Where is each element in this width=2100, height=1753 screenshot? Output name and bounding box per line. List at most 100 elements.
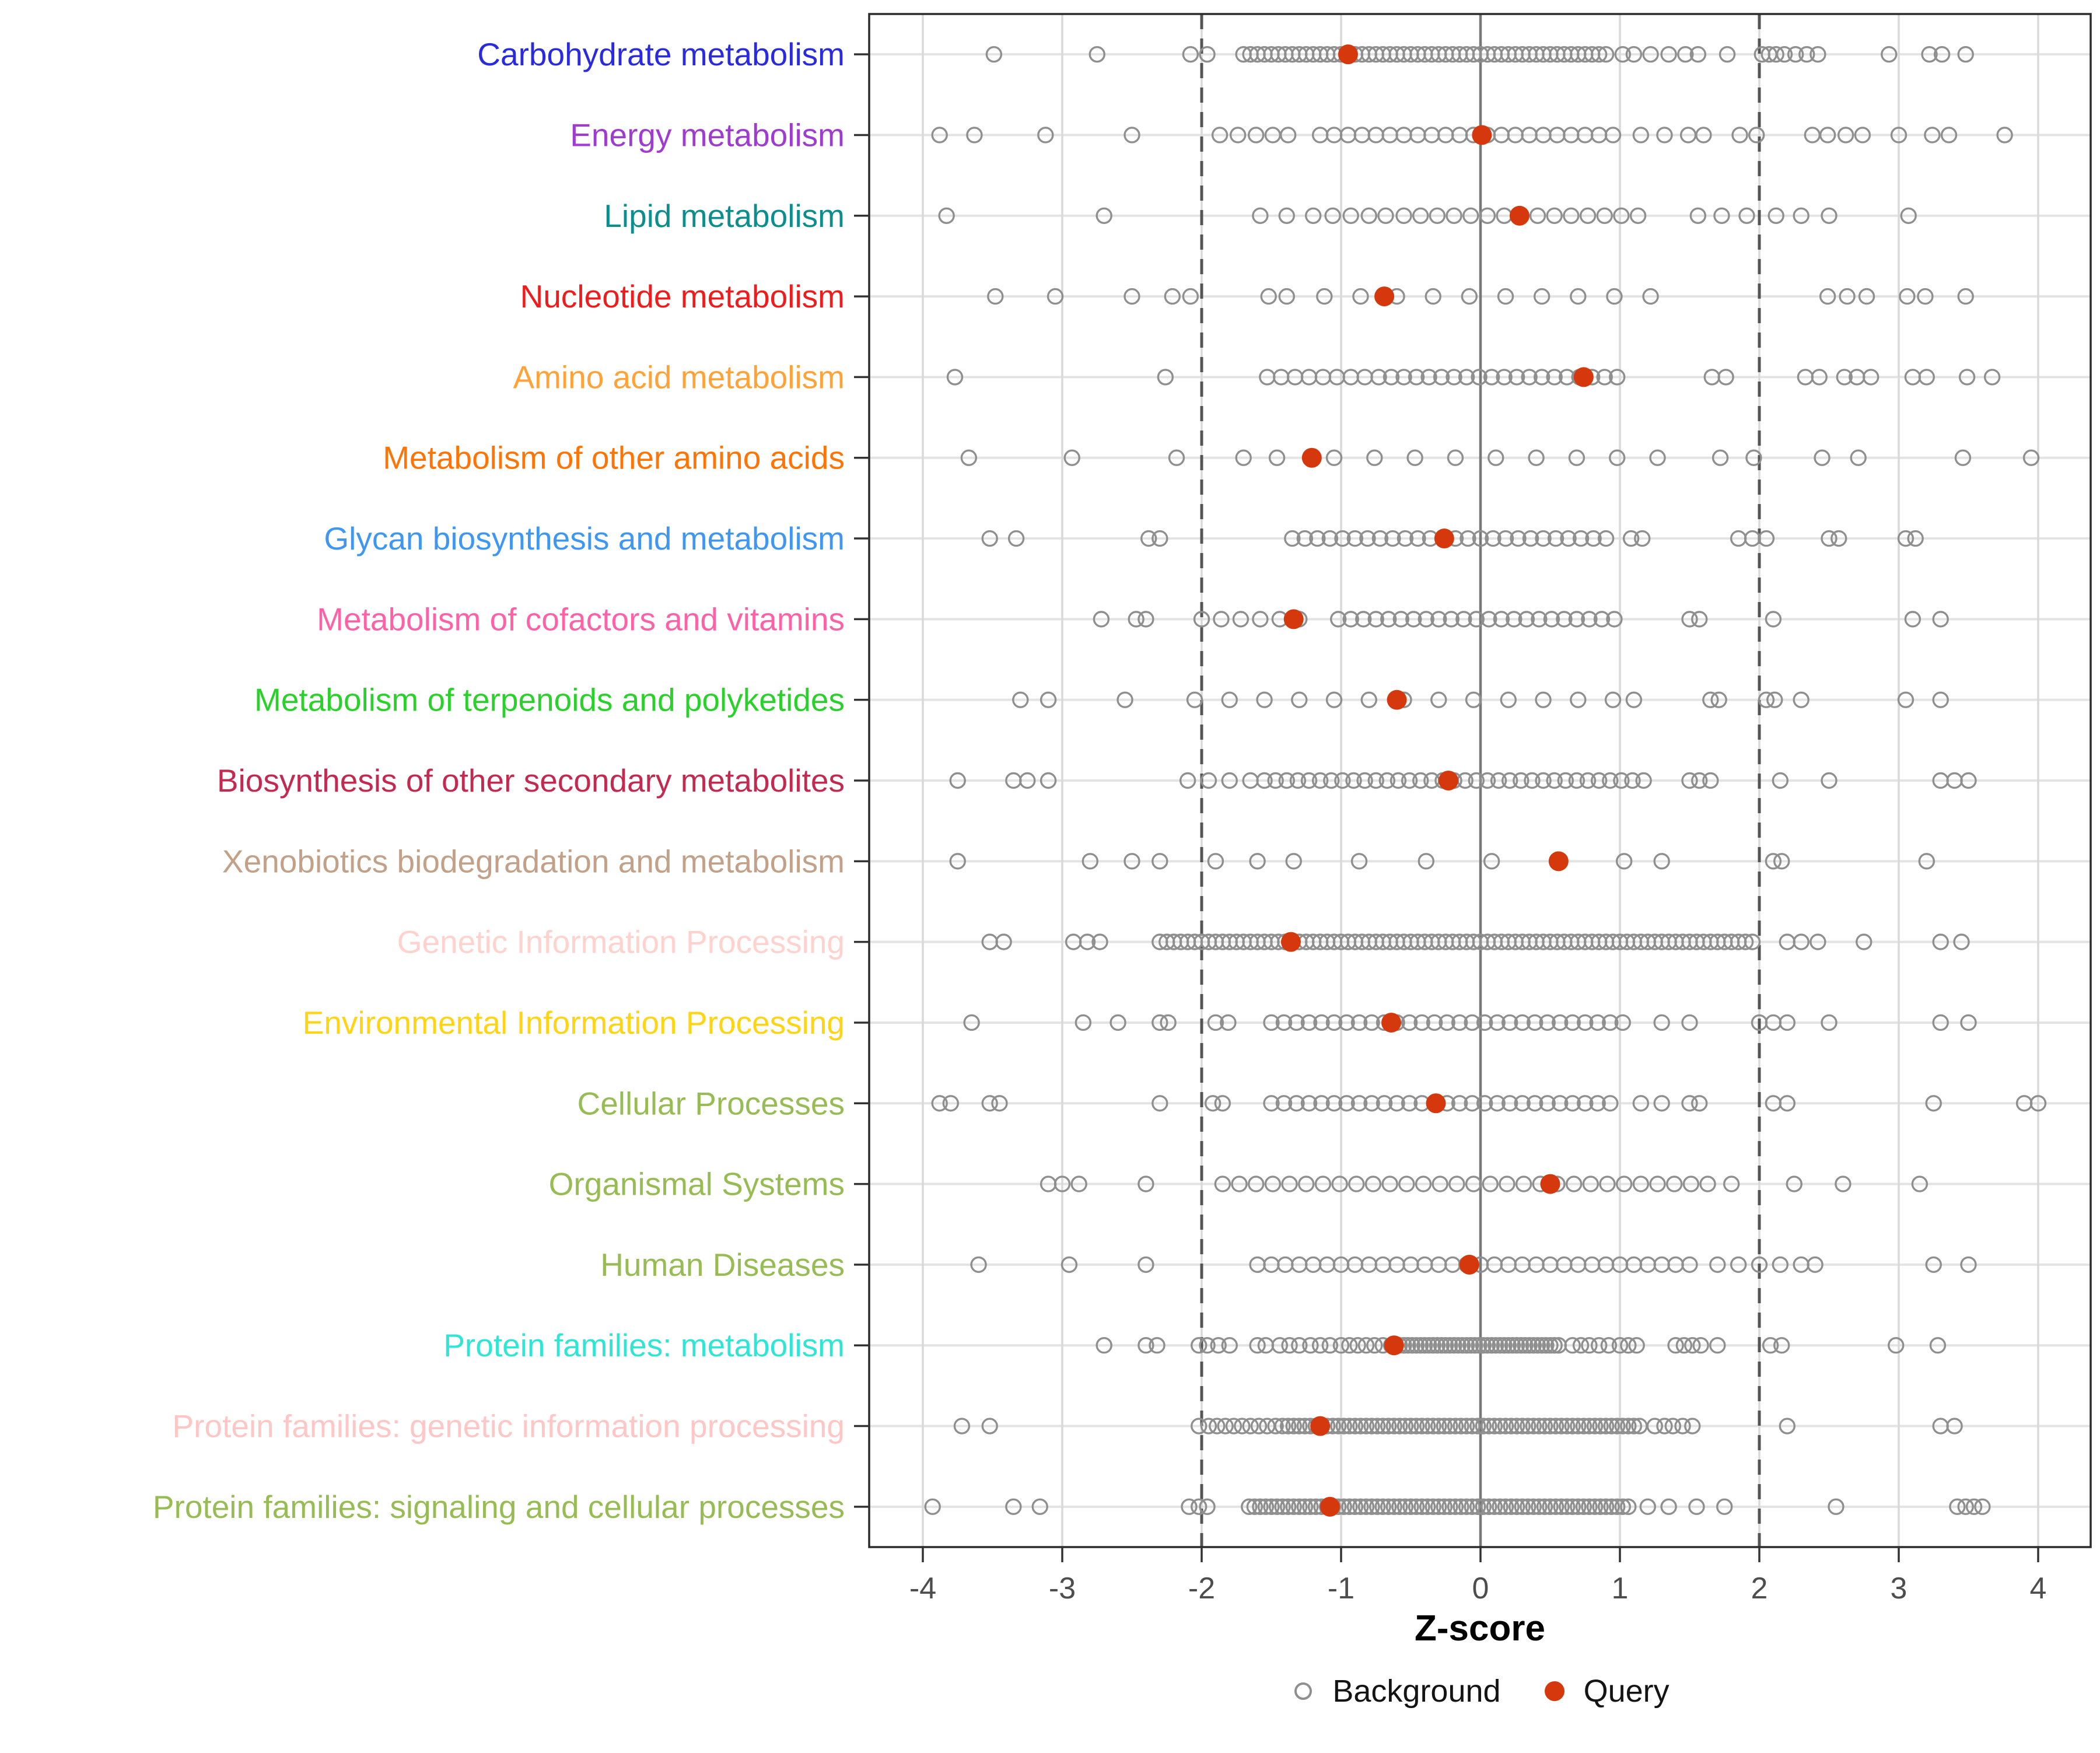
background-point — [1325, 1014, 1343, 1031]
legend: Background Query — [869, 1673, 2091, 1709]
background-point — [1529, 1337, 1546, 1354]
background-point — [2022, 449, 2040, 466]
background-point — [1596, 207, 1613, 224]
background-point — [1232, 611, 1250, 628]
category-label: Metabolism of other amino acids — [383, 440, 845, 476]
background-point — [1152, 1095, 1168, 1112]
background-point — [1547, 1498, 1564, 1516]
background-point — [1005, 1498, 1022, 1516]
background-point — [949, 772, 966, 789]
background-point — [1248, 127, 1265, 144]
background-point — [1363, 1498, 1380, 1516]
background-point — [1536, 1498, 1553, 1516]
background-point — [1267, 772, 1284, 789]
background-point — [1164, 288, 1181, 305]
background-point — [1479, 772, 1496, 789]
background-point — [1398, 1175, 1415, 1192]
background-point — [1446, 369, 1462, 386]
background-point — [1835, 1175, 1852, 1192]
background-point — [1360, 207, 1378, 224]
background-point — [1356, 772, 1373, 789]
background-point — [1217, 1418, 1234, 1434]
background-point — [1925, 1095, 1942, 1112]
background-point — [1088, 46, 1105, 63]
background-point — [1405, 611, 1422, 628]
background-point — [1186, 691, 1203, 708]
background-point — [1368, 1498, 1386, 1516]
background-point — [1520, 1498, 1536, 1516]
background-point — [1615, 1175, 1633, 1192]
background-point — [1079, 933, 1096, 950]
background-point — [1249, 1337, 1266, 1354]
background-point — [1281, 1175, 1298, 1192]
background-point — [1614, 46, 1631, 63]
background-point — [1138, 611, 1154, 628]
background-point — [1539, 1014, 1556, 1031]
background-point — [1291, 1498, 1308, 1516]
x-tick-label: -1 — [1328, 1572, 1354, 1605]
background-point — [1157, 369, 1174, 386]
background-point — [1664, 1418, 1682, 1434]
background-point — [1953, 933, 1970, 950]
background-point — [1960, 772, 1977, 789]
background-point — [1689, 207, 1707, 224]
background-point — [1709, 1256, 1726, 1273]
background-point — [1675, 1337, 1693, 1354]
background-point — [1622, 530, 1640, 547]
background-point — [1096, 207, 1112, 224]
background-point — [1745, 449, 1762, 466]
background-point — [1458, 1337, 1475, 1354]
background-point — [1918, 369, 1936, 386]
background-point — [1402, 1418, 1419, 1434]
query-point — [1374, 286, 1395, 307]
background-point — [1395, 369, 1412, 386]
background-point — [1590, 772, 1608, 789]
background-point — [1681, 1014, 1698, 1031]
query-point — [1434, 529, 1454, 549]
background-point — [1256, 772, 1273, 789]
background-point — [1546, 207, 1563, 224]
background-point — [1409, 530, 1426, 547]
background-point — [1974, 1498, 1991, 1516]
background-point — [1524, 772, 1541, 789]
background-point — [1429, 1337, 1446, 1354]
background-point — [1229, 127, 1247, 144]
background-point — [1359, 530, 1376, 547]
background-point — [1570, 691, 1587, 708]
x-tick-label: 3 — [1891, 1572, 1908, 1605]
background-point — [1335, 1418, 1352, 1434]
background-point — [1718, 46, 1736, 63]
query-point — [1573, 367, 1594, 387]
background-point — [1278, 288, 1295, 305]
background-point — [1492, 1418, 1508, 1434]
query-point — [1459, 1254, 1479, 1275]
background-point — [1250, 1418, 1268, 1434]
background-point — [1500, 1337, 1517, 1354]
x-tick-label: -2 — [1188, 1572, 1215, 1605]
background-point — [1572, 530, 1590, 547]
background-point — [1557, 772, 1574, 789]
background-point — [966, 127, 983, 144]
background-point — [1366, 449, 1383, 466]
background-point — [1465, 1175, 1482, 1192]
category-label: Glycan biosynthesis and metabolism — [324, 520, 845, 557]
background-point — [1483, 853, 1500, 870]
background-point — [1464, 1418, 1480, 1434]
background-point — [1352, 1418, 1369, 1434]
background-point — [1677, 46, 1694, 63]
background-point — [1508, 369, 1525, 386]
background-point — [1485, 530, 1502, 547]
background-point — [1821, 772, 1838, 789]
background-point — [1932, 611, 1949, 628]
background-point — [1338, 1014, 1355, 1031]
background-point — [960, 449, 978, 466]
background-point — [1949, 1498, 1966, 1516]
background-point — [1646, 1418, 1663, 1434]
background-point — [1691, 772, 1708, 789]
background-point — [1268, 1498, 1286, 1516]
background-point — [1191, 1498, 1208, 1516]
background-point — [1314, 1175, 1332, 1192]
background-point — [1489, 1095, 1506, 1112]
background-point — [1508, 1498, 1525, 1516]
background-point — [1514, 1498, 1531, 1516]
